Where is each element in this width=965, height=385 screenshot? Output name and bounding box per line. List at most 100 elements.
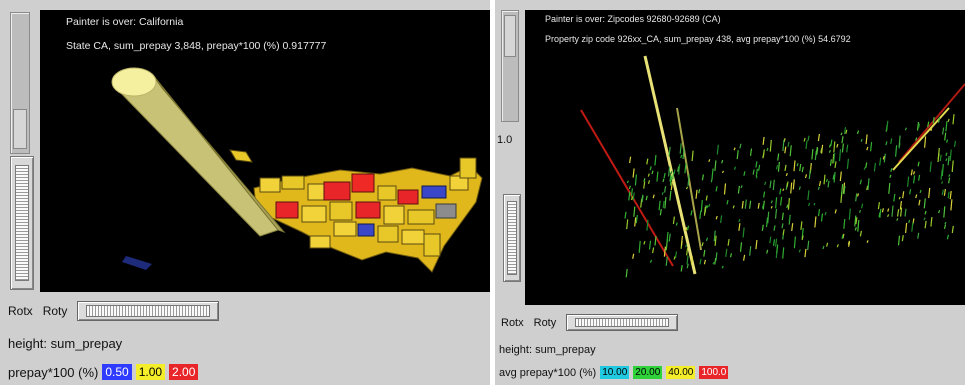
legend-swatch: 10.00	[600, 366, 630, 379]
state-block-blue[interactable]	[357, 223, 375, 237]
zipcode-bar	[947, 191, 950, 199]
state-block-red[interactable]	[355, 201, 381, 219]
zipcode-bar	[830, 139, 833, 146]
zipcode-bar	[781, 212, 784, 220]
zipcode-bar	[913, 175, 916, 184]
zipcode-bar	[886, 120, 889, 131]
zipcode-bar	[945, 158, 948, 162]
zipcode-bar	[648, 240, 652, 250]
left-zoom-slider-grip[interactable]	[15, 165, 29, 281]
zipcode-bar	[669, 176, 672, 186]
zipcode-bar	[939, 154, 942, 162]
zipcode-bar	[890, 138, 893, 145]
zipcode-bar	[896, 218, 899, 221]
zipcode-bar	[662, 200, 665, 209]
zipcode-bar	[632, 168, 635, 178]
zipcode-bar	[705, 237, 709, 241]
left-3d-map-viewport[interactable]: Painter is over: California State CA, su…	[40, 10, 490, 292]
zipcode-bar	[885, 141, 888, 146]
state-block-red[interactable]	[275, 201, 299, 219]
zipcode-bar	[938, 210, 941, 214]
zipcode-bar	[904, 208, 907, 217]
state-block-red[interactable]	[397, 189, 419, 205]
hover-info-line1: Painter is over: Zipcodes 92680-92689 (C…	[545, 14, 721, 24]
zipcode-bar	[659, 209, 662, 216]
zipcode-bar	[834, 161, 837, 168]
zipcode-bar	[711, 168, 714, 178]
zipcode-bar	[628, 191, 631, 201]
zipcode-bar	[787, 198, 790, 210]
zipcode-spike-plot[interactable]	[525, 10, 965, 305]
zipcode-bar	[776, 244, 779, 254]
zipcode-bar	[749, 148, 753, 156]
state-block-red[interactable]	[351, 173, 375, 193]
california-tall-bar[interactable]	[113, 73, 279, 237]
right-vertical-scrollbar[interactable]	[501, 10, 519, 122]
right-3d-zipcode-viewport[interactable]: Painter is over: Zipcodes 92680-92689 (C…	[525, 10, 965, 305]
zipcode-bar	[786, 204, 789, 209]
zipcode-bar	[684, 163, 687, 174]
zipcode-bar	[950, 199, 953, 211]
right-scrollbar-thumb[interactable]	[504, 15, 516, 57]
red-spike[interactable]	[580, 109, 674, 267]
zipcode-bar	[820, 147, 823, 153]
zipcode-bar	[708, 203, 711, 208]
zipcode-bar	[918, 199, 921, 206]
zipcode-bar	[867, 178, 870, 190]
us-state-bar-map[interactable]	[40, 10, 490, 292]
state-block-red[interactable]	[323, 181, 351, 201]
zipcode-bar	[803, 137, 806, 142]
zipcode-bar	[879, 157, 882, 166]
state-block-blue[interactable]	[421, 185, 447, 199]
zipcode-bar	[924, 220, 927, 229]
roty-label: Roty	[533, 316, 557, 329]
left-vertical-scrollbar[interactable]	[10, 12, 30, 154]
zipcode-bar	[833, 172, 836, 183]
zipcode-bar	[733, 147, 736, 151]
zipcode-bar	[766, 249, 769, 254]
zipcode-bar	[793, 236, 796, 249]
zipcode-bar	[804, 174, 808, 179]
left-zoom-slider[interactable]	[10, 156, 34, 290]
zipcode-bar	[668, 166, 671, 177]
zipcode-bar	[828, 144, 832, 148]
zipcode-bar	[640, 198, 643, 208]
california-yellow-spike[interactable]	[643, 55, 697, 275]
hover-info-line2: State CA, sum_prepay 3,848, prepay*100 (…	[66, 40, 327, 52]
red-spike-right[interactable]	[898, 83, 965, 163]
zipcode-bar	[859, 230, 862, 237]
roty-slider-grip[interactable]	[575, 318, 670, 327]
zipcode-bar	[782, 229, 785, 235]
zipcode-bar	[723, 183, 727, 195]
roty-slider[interactable]	[77, 301, 220, 321]
zipcode-bar	[793, 160, 796, 172]
zipcode-bar	[832, 153, 835, 164]
zipcode-bar	[947, 118, 950, 122]
left-scrollbar-thumb[interactable]	[13, 109, 27, 149]
zipcode-bar	[672, 172, 675, 180]
roty-slider[interactable]	[566, 314, 679, 331]
zipcode-bar	[772, 179, 775, 191]
zipcode-bar	[854, 227, 857, 231]
zipcode-bar	[678, 163, 681, 175]
zipcode-bar	[924, 136, 927, 148]
zipcode-bar	[946, 234, 949, 240]
zipcode-bar	[705, 195, 708, 201]
zipcode-bar	[937, 117, 941, 123]
zipcode-bar	[817, 133, 820, 142]
zipcode-bar	[769, 236, 772, 244]
zipcode-bar	[834, 209, 837, 214]
zipcode-bar	[624, 211, 627, 219]
zipcode-bar	[930, 217, 933, 227]
zipcode-bar	[675, 222, 678, 226]
right-zoom-slider[interactable]	[503, 194, 521, 282]
right-zoom-slider-grip[interactable]	[507, 201, 517, 275]
zipcode-bar	[828, 150, 831, 153]
zipcode-bar	[943, 206, 946, 218]
zipcode-bar	[891, 205, 894, 217]
zipcode-bar	[949, 149, 952, 161]
roty-slider-grip[interactable]	[86, 305, 211, 317]
zipcode-bar	[755, 168, 758, 177]
legend-swatch: 1.00	[135, 364, 166, 380]
zipcode-bar	[945, 152, 948, 156]
